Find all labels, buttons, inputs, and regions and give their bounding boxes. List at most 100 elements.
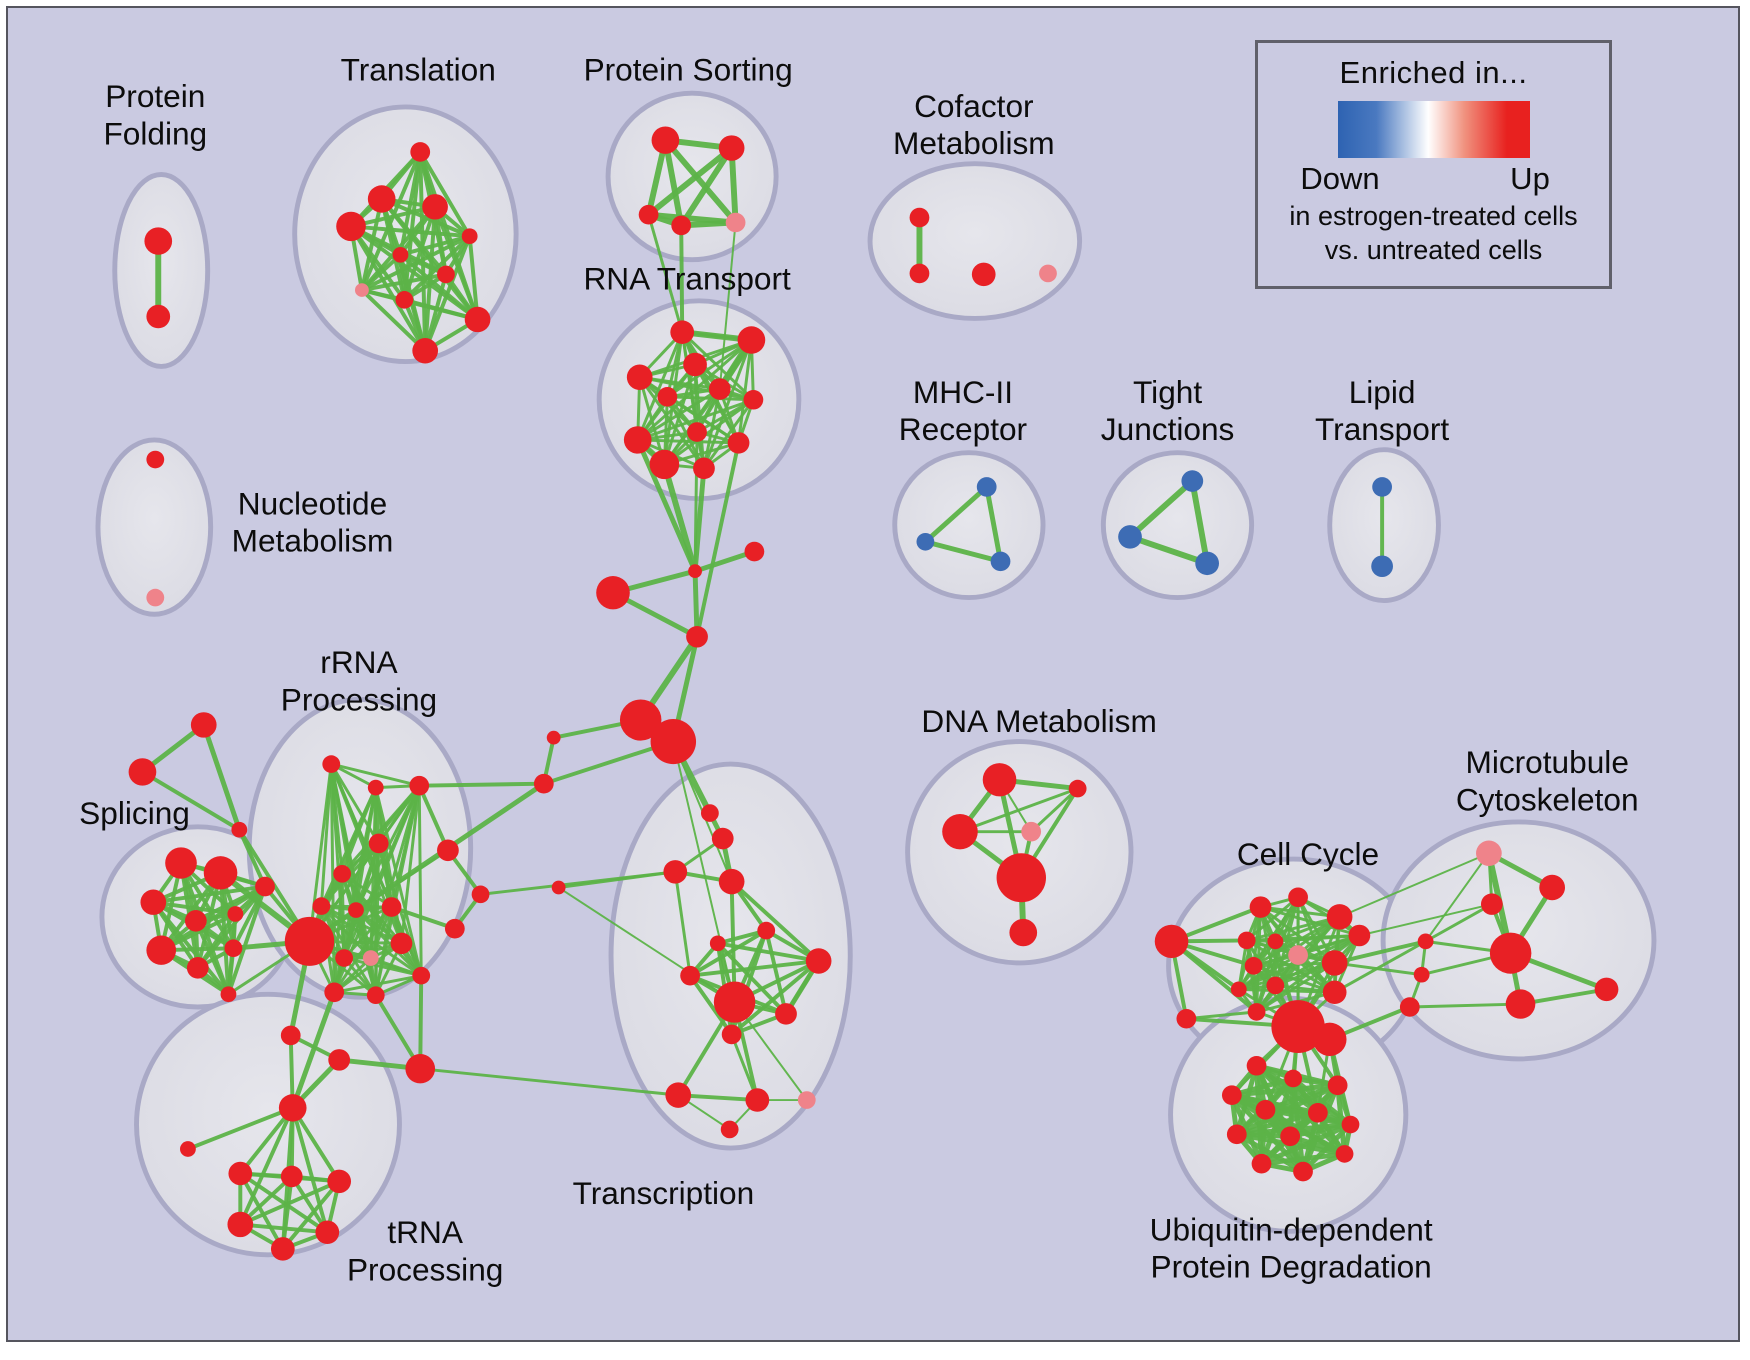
- legend-axis-labels: Down Up: [1258, 161, 1609, 199]
- network-edge: [1169, 939, 1259, 1014]
- node-lp1: [1372, 477, 1392, 497]
- node-tn11: [775, 1003, 797, 1025]
- network-edge: [688, 959, 821, 978]
- node-u10: [1251, 1153, 1272, 1174]
- network-edge: [688, 973, 734, 1037]
- node-pf2: [146, 304, 171, 329]
- network-edge: [340, 872, 423, 978]
- node-r1: [322, 755, 341, 773]
- network-edge: [662, 137, 739, 226]
- node-r12: [390, 932, 413, 955]
- node-mc2: [1539, 874, 1565, 901]
- node-t3: [422, 194, 448, 220]
- network-edge: [984, 484, 1003, 564]
- network-edge: [290, 1105, 342, 1184]
- network-edge: [238, 1171, 285, 1251]
- node-cc4: [1348, 924, 1371, 947]
- network-edge: [359, 272, 448, 293]
- node-rt1: [670, 320, 695, 344]
- network-edge: [638, 375, 706, 470]
- node-r6: [437, 839, 459, 862]
- node-h1: [619, 699, 662, 741]
- node-rt9: [623, 426, 652, 454]
- node-cc12: [1247, 1003, 1266, 1021]
- network-edge: [195, 884, 268, 970]
- network-edge: [647, 213, 684, 334]
- network-edge: [238, 1222, 330, 1235]
- network-edge: [418, 973, 424, 1071]
- network-edge: [402, 234, 472, 302]
- cluster-label-rna-transport: RNA Transport: [583, 261, 791, 296]
- node-cc16: [1312, 1022, 1347, 1056]
- network-edge: [673, 870, 692, 978]
- network-edge: [922, 539, 1003, 564]
- node-rt5: [657, 387, 678, 407]
- network-edge: [140, 769, 242, 832]
- node-x2: [744, 541, 765, 562]
- network-edge: [290, 989, 337, 1111]
- node-x1: [688, 564, 702, 579]
- node-cf4: [1039, 264, 1057, 283]
- network-edge: [389, 905, 457, 931]
- legend-gradient-bar: [1337, 101, 1530, 158]
- node-u9: [1280, 1126, 1301, 1147]
- node-tn4: [718, 868, 745, 895]
- node-r11: [362, 950, 379, 966]
- network-edge: [329, 762, 421, 788]
- node-mc4: [1489, 932, 1532, 974]
- node-ps4: [671, 215, 692, 236]
- network-edge: [1252, 961, 1337, 968]
- node-rt11: [649, 449, 680, 480]
- cluster-label-nucleotide-metabolism: Nucleotide Metabolism: [232, 486, 394, 558]
- network-edge: [398, 234, 472, 257]
- network-edge: [433, 204, 480, 322]
- network-edge: [715, 941, 821, 963]
- node-mc8: [1413, 966, 1430, 983]
- network-edge: [692, 568, 700, 640]
- network-edge: [398, 252, 480, 322]
- node-t9: [395, 291, 414, 309]
- network-edge: [423, 272, 448, 353]
- cluster-cofactor-metabolism: [867, 161, 1083, 321]
- node-tr2: [280, 1165, 303, 1188]
- node-t10: [464, 306, 491, 333]
- node-s6: [255, 876, 275, 897]
- node-r4: [368, 833, 389, 854]
- node-cc5: [1237, 931, 1256, 950]
- network-edge: [1338, 852, 1490, 918]
- cluster-label-transcription: Transcription: [573, 1176, 755, 1211]
- node-h2: [650, 719, 697, 765]
- node-rh: [284, 916, 335, 966]
- network-edge: [1273, 934, 1361, 943]
- cluster-label-dna-metabolism: DNA Metabolism: [921, 704, 1156, 739]
- network-edge: [1245, 915, 1342, 942]
- node-r7: [312, 897, 331, 915]
- network-edge: [342, 905, 394, 960]
- node-s4: [184, 910, 207, 932]
- node-trh: [278, 1094, 307, 1122]
- network-edge: [1127, 478, 1196, 540]
- node-tr1: [228, 1161, 253, 1186]
- enrichment-map-network: Protein Folding Translation Protein Sorting…: [79, 52, 1657, 1287]
- node-s7: [146, 935, 177, 965]
- cluster-label-mhc-ii-receptor: MHC-II Receptor: [899, 375, 1027, 447]
- node-mc7: [1417, 933, 1434, 950]
- network-edge: [467, 234, 480, 322]
- network-edge: [764, 928, 788, 1016]
- node-r3: [409, 775, 430, 796]
- network-edge: [1127, 533, 1211, 567]
- network-edge: [922, 484, 990, 545]
- network-edge: [280, 1179, 342, 1251]
- cluster-mhc-ii-receptor: [892, 450, 1046, 601]
- cluster-trna-processing: [134, 991, 402, 1258]
- network-edge: [399, 784, 421, 945]
- cluster-label-microtubule-cytoskeleton: Microtubule Cytoskeleton: [1456, 745, 1639, 817]
- network-edge: [958, 787, 1080, 834]
- network-edge: [661, 461, 699, 575]
- node-rt6: [708, 378, 731, 400]
- node-tn5: [551, 880, 566, 895]
- node-mh2: [916, 532, 935, 551]
- network-edge: [679, 223, 685, 335]
- cluster-tight-junctions: [1100, 450, 1255, 601]
- network-edge: [417, 784, 423, 978]
